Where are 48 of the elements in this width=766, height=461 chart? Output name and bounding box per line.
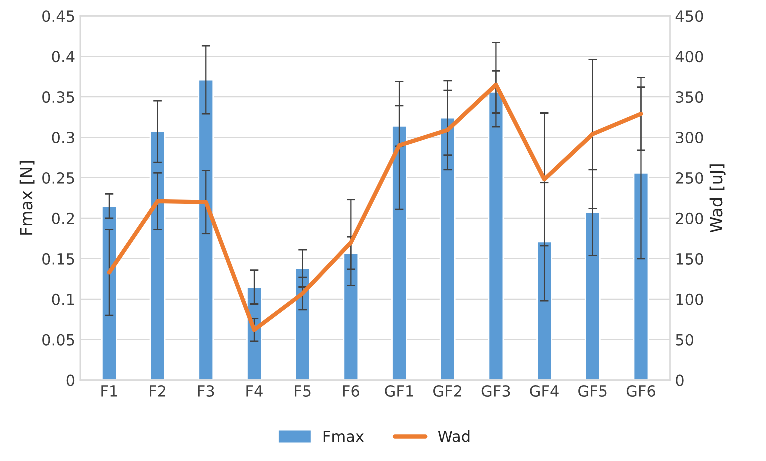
y-tick-label: 0.4 bbox=[52, 51, 75, 63]
bar bbox=[150, 131, 166, 380]
y-tick-label: 0.25 bbox=[42, 172, 74, 184]
x-tick-label: GF6 bbox=[626, 385, 656, 398]
bar bbox=[633, 172, 650, 380]
x-tick-label: F1 bbox=[102, 386, 118, 397]
y-tick-label: 0.35 bbox=[42, 92, 74, 104]
bar bbox=[294, 268, 311, 380]
y-tick-label: 0.2 bbox=[52, 212, 74, 224]
x-tick-label: F4 bbox=[246, 386, 263, 397]
y-tick-label: 0 bbox=[66, 374, 75, 386]
x-tick-label: GF3 bbox=[482, 385, 510, 398]
x-tick-label: F5 bbox=[295, 386, 311, 398]
x-tick-label: GF5 bbox=[578, 385, 607, 398]
x-tick-label: GF2 bbox=[434, 385, 462, 398]
x-tick-label: GF4 bbox=[530, 385, 559, 398]
y-tick-label: 0.05 bbox=[42, 334, 74, 346]
y2-axis-title: Wad [uJ] bbox=[710, 164, 726, 233]
y2-tick-label: 450 bbox=[676, 10, 704, 22]
legend-label: Wad bbox=[438, 430, 470, 442]
y2-tick-label: 150 bbox=[676, 253, 704, 265]
bar bbox=[440, 117, 456, 380]
bar bbox=[488, 92, 504, 380]
line-series bbox=[107, 82, 644, 332]
y2-tick-label: 100 bbox=[676, 294, 704, 306]
y-tick-label: 0.45 bbox=[42, 10, 74, 22]
bar bbox=[343, 252, 360, 380]
bar bbox=[536, 241, 552, 380]
x-tick-label: F6 bbox=[343, 385, 360, 398]
x-tick-label: F2 bbox=[150, 385, 166, 397]
y2-tick-label: 400 bbox=[676, 51, 704, 63]
bar bbox=[198, 79, 214, 380]
y-tick-label: 0.15 bbox=[42, 253, 74, 265]
y2-tick-label: 0 bbox=[676, 374, 684, 386]
y2-tick-label: 350 bbox=[676, 92, 704, 104]
legend-label: Fmax bbox=[324, 430, 364, 442]
y-tick-label: 0.1 bbox=[52, 294, 74, 306]
x-tick-label: GF1 bbox=[385, 385, 414, 398]
y2-tick-label: 300 bbox=[676, 132, 704, 144]
x-tick-label: F3 bbox=[198, 385, 214, 398]
y2-tick-label: 50 bbox=[676, 334, 694, 346]
y-tick-label: 0.3 bbox=[52, 132, 74, 144]
y-axis-title: Fmax [N] bbox=[20, 161, 35, 235]
bar bbox=[101, 206, 118, 380]
bar bbox=[392, 126, 408, 380]
bar bbox=[584, 212, 601, 380]
y2-tick-label: 200 bbox=[676, 212, 704, 224]
y2-tick-label: 250 bbox=[676, 172, 704, 184]
